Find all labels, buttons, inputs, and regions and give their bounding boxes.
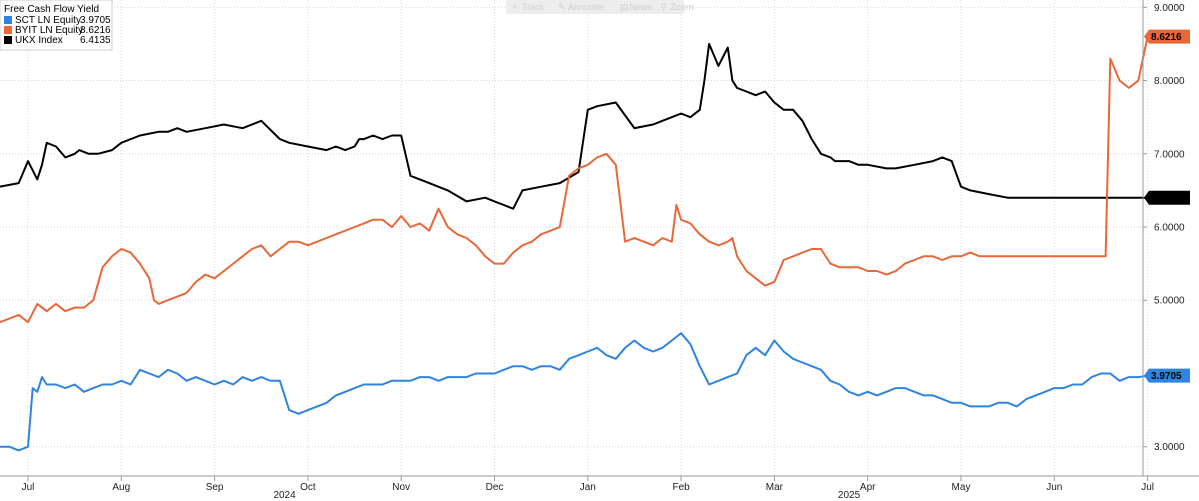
label-layer: 6.4135 8.6216 3.9705 xyxy=(1144,29,1190,383)
y-tick-label: 7.0000 xyxy=(1154,149,1185,160)
legend-item: SCT LN Equity 3.9705 xyxy=(4,15,111,26)
legend-value: 8.6216 xyxy=(80,25,111,36)
legend-item: UKX Index 6.4135 xyxy=(4,35,111,46)
toolbar-annotate-button[interactable]: ✎ Annotate xyxy=(558,2,604,12)
y-tick-label: 9.0000 xyxy=(1154,3,1185,14)
toolbar-track-button[interactable]: + Track xyxy=(512,2,545,12)
year-label: 2025 xyxy=(838,490,861,501)
x-tick-label: Jun xyxy=(1046,482,1062,493)
series-layer xyxy=(0,36,1149,452)
year-label: 2024 xyxy=(273,490,296,501)
toolbar-label: Track xyxy=(522,2,545,12)
last-value-text: 6.4135 xyxy=(1151,193,1182,204)
x-tick-label: Jul xyxy=(1141,482,1154,493)
toolbar-label: News xyxy=(630,2,653,12)
last-value-tag: 6.4135 xyxy=(1144,190,1190,205)
y-tick-label: 8.0000 xyxy=(1154,76,1185,87)
document-icon: ▤ xyxy=(620,2,629,12)
last-value-text: 8.6216 xyxy=(1151,32,1182,43)
legend-swatch xyxy=(4,16,12,24)
magnifier-icon: ⚲ xyxy=(660,2,667,12)
legend-swatch xyxy=(4,36,12,44)
toolbar-zoom-button[interactable]: ⚲ Zoom xyxy=(660,2,693,12)
last-value-tag: 3.9705 xyxy=(1144,368,1190,383)
x-tick-label: Mar xyxy=(766,482,784,493)
legend-value: 6.4135 xyxy=(80,35,111,46)
legend-value: 3.9705 xyxy=(80,15,111,26)
series-line-sct-ln-equity xyxy=(0,332,1148,452)
chart-title: Free Cash Flow Yield xyxy=(4,4,99,15)
y-tick-label: 3.0000 xyxy=(1154,442,1185,453)
legend: Free Cash Flow Yield SCT LN Equity 3.9705… xyxy=(0,0,113,51)
last-value-text: 3.9705 xyxy=(1151,371,1182,382)
legend-label: UKX Index xyxy=(15,35,63,46)
x-tick-label: Sep xyxy=(206,482,224,493)
x-tick-label: Apr xyxy=(860,482,876,493)
toolbar-label: Annotate xyxy=(568,2,604,12)
pencil-icon: ✎ xyxy=(558,2,566,12)
x-tick-label: Dec xyxy=(486,482,504,493)
x-tick-label: Oct xyxy=(300,482,316,493)
x-tick-label: Feb xyxy=(672,482,690,493)
x-tick-label: Nov xyxy=(392,482,410,493)
last-value-tag: 8.6216 xyxy=(1144,29,1190,44)
series-line-byit-ln-equity xyxy=(0,36,1149,324)
x-tick-label: Jul xyxy=(22,482,35,493)
toolbar-label: Zoom xyxy=(670,2,693,12)
legend-label: SCT LN Equity xyxy=(15,15,81,26)
toolbar-news-button[interactable]: ▤ News xyxy=(620,2,653,12)
chart-toolbar[interactable]: + Track ✎ Annotate ▤ News ⚲ Zoom xyxy=(506,0,693,14)
x-tick-label: Aug xyxy=(112,482,130,493)
legend-label: BYIT LN Equity xyxy=(15,25,83,36)
y-tick-label: 5.0000 xyxy=(1154,296,1185,307)
series-line-ukx-index xyxy=(0,42,1148,210)
x-tick-label: May xyxy=(952,482,971,493)
y-tick-label: 6.0000 xyxy=(1154,223,1185,234)
x-tick-label: Jan xyxy=(580,482,596,493)
plus-icon: + xyxy=(512,2,517,12)
grid-layer xyxy=(0,0,1149,476)
legend-swatch xyxy=(4,26,12,34)
